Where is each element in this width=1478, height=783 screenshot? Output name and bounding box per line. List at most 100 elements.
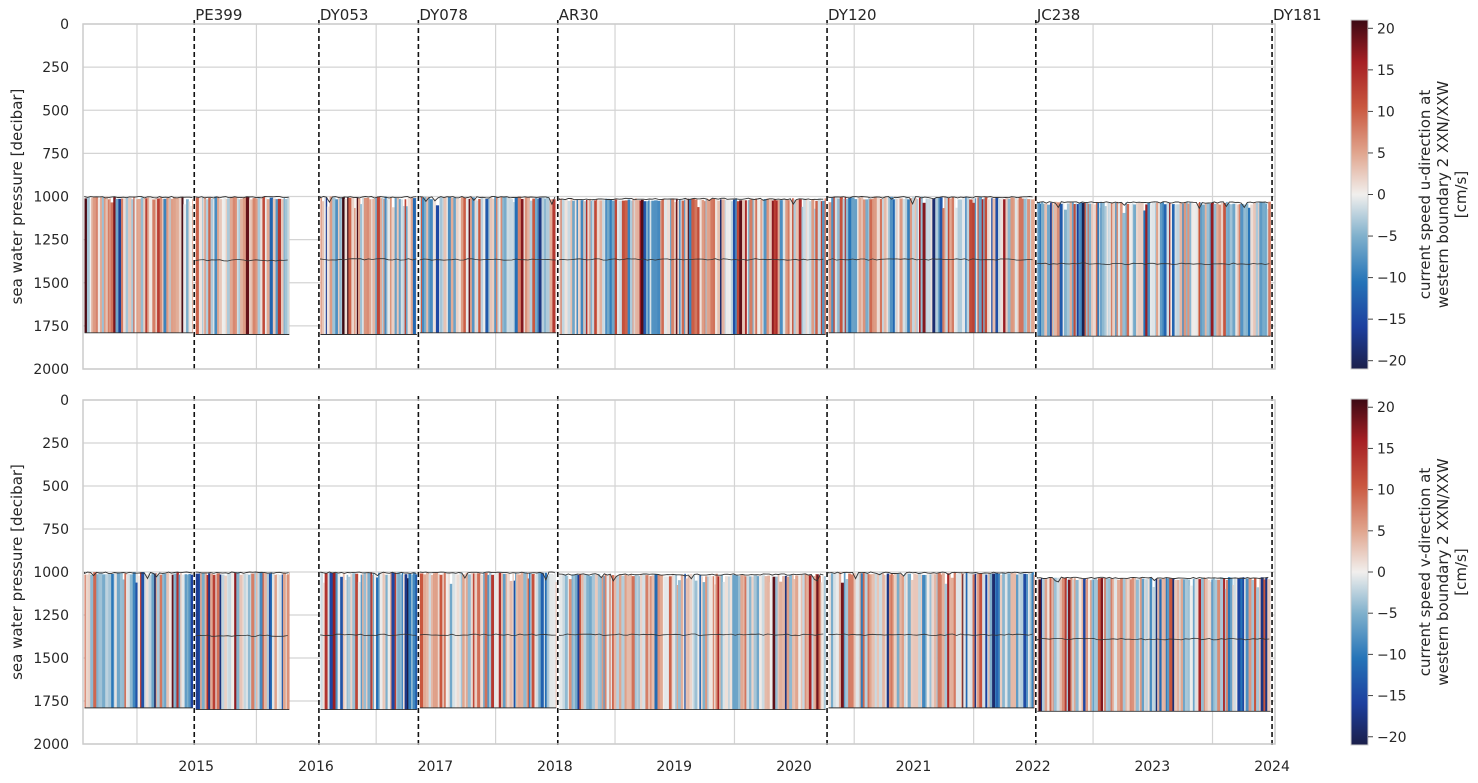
velocity-stripe	[217, 196, 220, 335]
velocity-stripe	[851, 197, 855, 333]
velocity-stripe	[346, 574, 349, 710]
velocity-stripe	[1154, 579, 1157, 712]
velocity-stripe	[1066, 203, 1070, 337]
velocity-stripe	[779, 200, 784, 335]
velocity-stripe	[969, 199, 973, 333]
velocity-stripe	[681, 200, 685, 335]
velocity-stripe	[272, 572, 275, 710]
colorbar-tick-label: 15	[1377, 63, 1395, 79]
velocity-stripe	[854, 199, 858, 333]
velocity-stripe	[278, 574, 283, 710]
velocity-stripe	[1141, 578, 1145, 712]
velocity-stripe	[180, 573, 182, 708]
velocity-stripe	[864, 572, 868, 708]
velocity-stripe	[446, 196, 449, 333]
velocity-stripe	[611, 200, 615, 335]
velocity-stripe	[874, 573, 878, 708]
velocity-stripe	[432, 573, 435, 708]
velocity-stripe	[347, 576, 351, 710]
velocity-stripe	[350, 574, 353, 710]
velocity-stripe	[619, 200, 623, 335]
velocity-stripe	[823, 576, 826, 710]
velocity-stripe	[903, 572, 907, 708]
velocity-stripe	[920, 196, 923, 333]
colorbar-tick-label: −15	[1377, 689, 1407, 705]
velocity-stripe	[371, 574, 374, 710]
velocity-stripe	[513, 580, 516, 708]
velocity-stripe	[445, 572, 449, 708]
velocity-stripe	[1056, 577, 1060, 712]
velocity-stripe	[470, 573, 474, 708]
velocity-stripe	[188, 201, 191, 333]
velocity-stripe	[439, 574, 443, 708]
cruise-label: JC238	[1036, 6, 1081, 24]
velocity-stripe	[666, 576, 670, 710]
velocity-stripe	[537, 198, 539, 333]
velocity-stripe	[166, 197, 169, 333]
velocity-stripe	[410, 197, 414, 335]
velocity-stripe	[1126, 577, 1130, 712]
velocity-stripe	[502, 573, 506, 708]
velocity-stripe	[155, 572, 158, 708]
velocity-stripe	[792, 198, 794, 335]
velocity-stripe	[1015, 574, 1019, 708]
velocity-stripe	[739, 200, 743, 335]
velocity-stripe	[958, 572, 962, 708]
velocity-stripe	[168, 197, 170, 333]
velocity-stripe	[348, 197, 352, 335]
velocity-stripe	[817, 198, 822, 335]
velocity-stripe	[770, 575, 773, 710]
x-tick-label: 2018	[537, 759, 573, 775]
velocity-stripe	[118, 198, 122, 333]
velocity-stripe	[955, 574, 959, 708]
colorbar-label: western boundary 2 XXN/XXW	[1434, 81, 1452, 309]
velocity-stripe	[867, 574, 870, 708]
velocity-stripe	[777, 574, 780, 710]
velocity-stripe	[385, 574, 388, 710]
velocity-stripe	[538, 197, 542, 333]
velocity-stripe	[685, 578, 688, 710]
velocity-stripe	[396, 572, 398, 710]
velocity-stripe	[568, 579, 572, 710]
velocity-stripe	[746, 576, 750, 710]
velocity-stripe	[1201, 204, 1206, 337]
velocity-stripe	[443, 572, 447, 708]
velocity-stripe	[1243, 204, 1247, 337]
velocity-stripe	[1169, 202, 1171, 337]
velocity-stripe	[1177, 579, 1180, 712]
velocity-stripe	[1044, 579, 1048, 712]
velocity-stripe	[1114, 577, 1118, 712]
velocity-stripe	[944, 583, 948, 708]
velocity-stripe	[276, 573, 279, 710]
velocity-stripe	[1191, 202, 1194, 337]
velocity-stripe	[1189, 585, 1194, 712]
velocity-stripe	[629, 573, 632, 710]
velocity-stripe	[588, 198, 591, 335]
velocity-stripe	[732, 199, 736, 335]
velocity-stripe	[1259, 577, 1261, 712]
velocity-stripe	[155, 198, 158, 333]
velocity-stripe	[384, 574, 386, 710]
velocity-stripe	[1126, 203, 1130, 337]
velocity-stripe	[1166, 578, 1170, 712]
velocity-stripe	[800, 574, 803, 710]
velocity-stripe	[719, 199, 722, 335]
velocity-stripe	[1028, 572, 1030, 708]
velocity-stripe	[559, 575, 563, 710]
velocity-stripe	[503, 196, 507, 333]
velocity-stripe	[885, 574, 887, 708]
velocity-stripe	[555, 197, 557, 333]
velocity-stripe	[1109, 202, 1112, 337]
velocity-stripe	[862, 199, 866, 333]
velocity-stripe	[86, 197, 91, 333]
velocity-stripe	[85, 574, 89, 708]
velocity-stripe	[357, 581, 361, 710]
velocity-stripe	[567, 575, 570, 710]
velocity-stripe	[688, 199, 692, 335]
velocity-stripe	[245, 573, 249, 710]
velocity-stripe	[835, 572, 840, 708]
velocity-stripe	[978, 197, 982, 333]
velocity-stripe	[1258, 203, 1260, 337]
deployment-block	[84, 571, 194, 709]
colorbar-label: current speed u-direction at	[1416, 90, 1434, 300]
